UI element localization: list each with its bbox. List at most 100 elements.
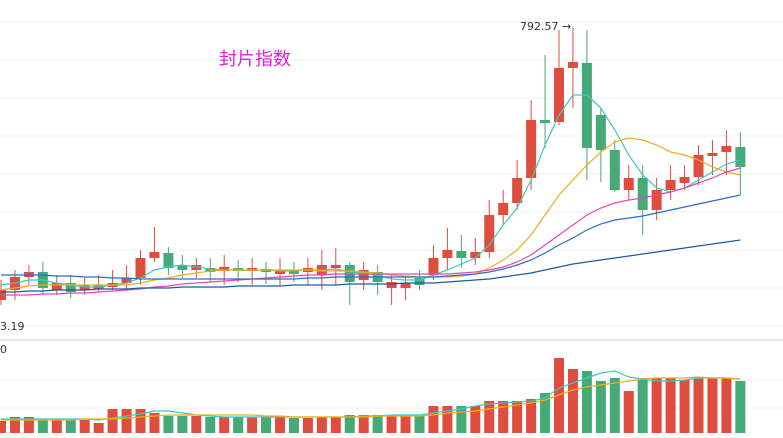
candle-body xyxy=(121,278,132,283)
volume-bar xyxy=(288,418,299,433)
candle-body xyxy=(637,178,648,210)
candle-body xyxy=(456,251,467,258)
volume-bar xyxy=(247,417,258,433)
volume-bar xyxy=(316,417,327,433)
volume-bar xyxy=(414,415,425,433)
candle-body xyxy=(219,267,230,271)
candle-body xyxy=(330,265,341,268)
volume-bar xyxy=(37,420,48,433)
candle-body xyxy=(275,270,285,274)
candle-body xyxy=(51,283,62,290)
volume-bar xyxy=(428,406,439,433)
volume-bar xyxy=(149,413,160,433)
moving-average xyxy=(1,167,741,296)
candle-body xyxy=(414,278,425,285)
moving-average xyxy=(1,239,741,293)
candle-body xyxy=(554,68,564,122)
volume-bar xyxy=(163,416,174,433)
moving-average xyxy=(1,194,741,280)
volume-bar xyxy=(344,415,355,433)
candle-body xyxy=(428,258,439,275)
candle-body xyxy=(735,147,746,167)
volume-bar xyxy=(456,406,467,433)
candle-body xyxy=(679,177,690,183)
candle-body xyxy=(205,268,216,272)
volume-bar xyxy=(65,420,76,433)
volume-bar xyxy=(302,418,313,433)
volume-bar xyxy=(121,409,132,433)
candle-body xyxy=(595,115,606,150)
candle-body xyxy=(149,252,160,258)
candle-body xyxy=(512,178,523,203)
volume-bar xyxy=(205,417,216,433)
volume-bar xyxy=(400,415,411,433)
volume-bar xyxy=(372,415,383,433)
candle-body xyxy=(721,146,732,152)
candle-body xyxy=(540,120,551,123)
volume-bar xyxy=(51,420,62,433)
candle-body xyxy=(288,270,299,274)
volume-bar xyxy=(330,417,341,433)
candle-body xyxy=(163,253,174,268)
volume-bar xyxy=(526,399,537,433)
candle-body xyxy=(581,63,592,148)
volume-bar xyxy=(442,406,453,433)
volume-bar xyxy=(651,378,662,433)
candle-body xyxy=(665,180,676,190)
candle-body xyxy=(623,178,634,190)
volume-bar xyxy=(637,378,648,433)
candle-body xyxy=(386,282,397,288)
volume-bar xyxy=(23,417,34,433)
volume-bar xyxy=(595,381,606,433)
high-annotation: 792.57 → xyxy=(520,20,571,33)
volume-bar xyxy=(470,406,481,433)
candle-body xyxy=(707,153,718,156)
volume-bar xyxy=(9,417,20,433)
volume-bar xyxy=(512,401,523,433)
candle-body xyxy=(177,265,188,270)
volume-bar xyxy=(484,401,495,433)
moving-average xyxy=(0,137,741,291)
candle-body xyxy=(484,215,495,252)
volume-bar xyxy=(693,377,704,433)
volume-bar xyxy=(721,378,732,433)
low-annotation: 3.19 xyxy=(0,320,25,333)
candle-body xyxy=(470,252,481,258)
candle-body xyxy=(65,283,76,292)
volume-bar xyxy=(233,417,244,433)
volume-bar xyxy=(609,378,620,433)
grid xyxy=(0,21,783,409)
candle-body xyxy=(567,62,578,68)
volume-bar xyxy=(135,409,146,433)
volume-bar xyxy=(79,420,90,433)
volume-bar xyxy=(219,417,230,433)
volume-bar xyxy=(665,378,676,433)
volume-bar xyxy=(735,381,746,433)
volume-average xyxy=(1,376,741,421)
volume-bar xyxy=(275,417,285,433)
candle-body xyxy=(526,120,537,178)
candle-body xyxy=(400,283,411,288)
candle-body xyxy=(135,258,146,278)
volume-bar xyxy=(386,415,397,433)
volume-bar xyxy=(540,393,551,433)
candle-body xyxy=(498,203,509,215)
volume-bar xyxy=(679,380,690,433)
moving-average xyxy=(0,94,741,288)
chart-title: 封片指数 xyxy=(219,49,291,70)
candle-body xyxy=(442,250,453,258)
volume-bar xyxy=(261,417,272,433)
volume-bar xyxy=(191,416,202,433)
volume-bar xyxy=(623,391,634,433)
candle-body xyxy=(609,150,620,190)
volume-bar xyxy=(707,378,718,433)
volume-label: 0 xyxy=(0,343,7,356)
volume-bar xyxy=(581,371,592,433)
volume-bar xyxy=(0,421,6,433)
volume-bar xyxy=(498,401,509,433)
volume-bar xyxy=(567,369,578,433)
volume-bar xyxy=(358,415,369,433)
candle-body xyxy=(358,270,369,280)
volume-bar xyxy=(107,409,118,433)
